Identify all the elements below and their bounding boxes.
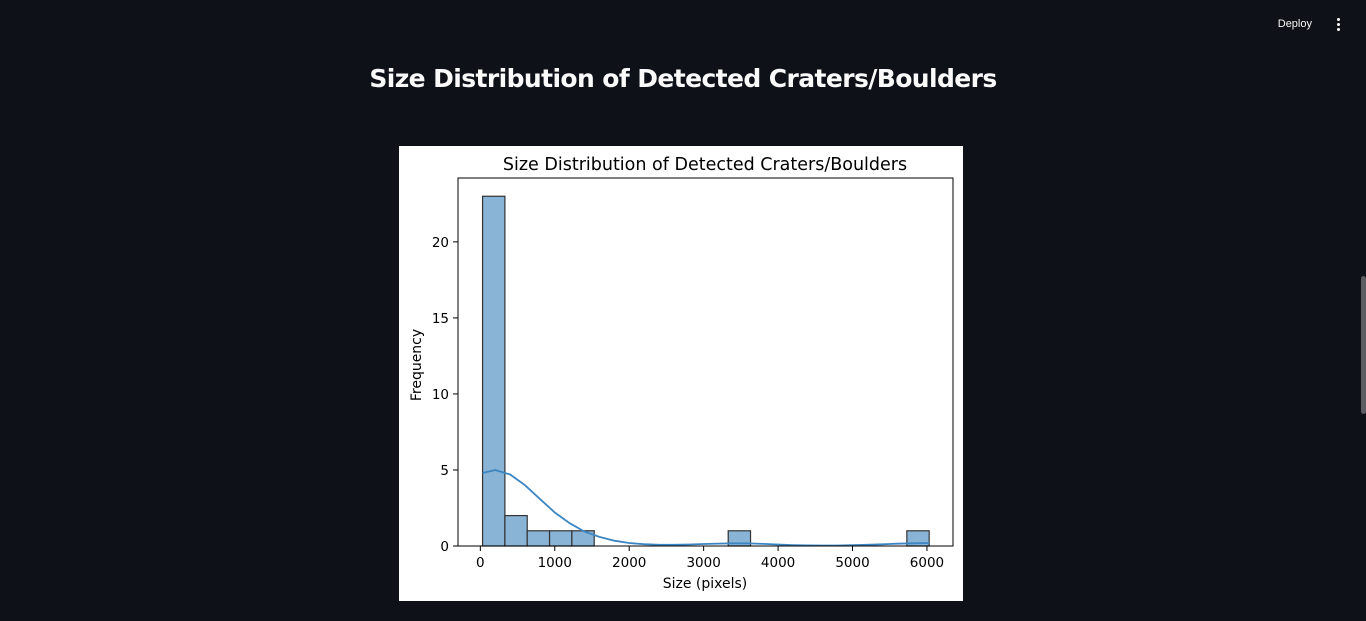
kde-curve-group [482,469,930,547]
x-tick-label: 3000 [686,555,720,571]
y-tick-label: 15 [432,311,449,327]
histogram-chart: 0 1000 2000 3000 4000 5000 6000 0 5 10 15 20 Size … [409,155,954,592]
kde-curve [482,469,930,547]
y-tick-label: 0 [440,539,449,555]
x-axis-label: Size (pixels) [663,576,748,592]
plot-frame [457,177,954,547]
x-tick-label: 1000 [538,555,572,571]
y-tick-label: 10 [432,387,449,403]
page-title: Size Distribution of Detected Craters/Bo… [369,64,997,93]
y-axis-ticks: 0 5 10 15 20 [432,235,458,555]
menu-dot [1336,22,1340,26]
x-axis-ticks: 0 1000 2000 3000 4000 5000 6000 [476,546,944,571]
x-tick-label: 2000 [612,555,646,571]
menu-dot [1336,27,1340,31]
histogram-bar [481,195,506,547]
x-tick-label: 6000 [910,555,944,571]
x-tick-label: 5000 [835,555,869,571]
menu-dot [1336,17,1340,21]
histogram-bar [548,530,573,547]
histogram-figure: 0 1000 2000 3000 4000 5000 6000 0 5 10 15 20 Size … [399,146,963,601]
top-toolbar: Deploy [1270,12,1348,36]
y-tick-label: 20 [432,235,449,251]
y-tick-label: 5 [440,463,449,479]
chart-title: Size Distribution of Detected Craters/Bo… [503,155,907,175]
y-axis-label: Frequency [409,329,425,401]
histogram-bars [481,195,930,547]
x-tick-label: 4000 [761,555,795,571]
deploy-button[interactable]: Deploy [1270,14,1320,34]
vertical-scrollbar[interactable] [1361,276,1366,414]
histogram-bar [504,514,528,547]
x-tick-label: 0 [476,555,485,571]
vertical-ellipsis-icon[interactable] [1328,12,1348,36]
histogram-bar [526,530,551,547]
